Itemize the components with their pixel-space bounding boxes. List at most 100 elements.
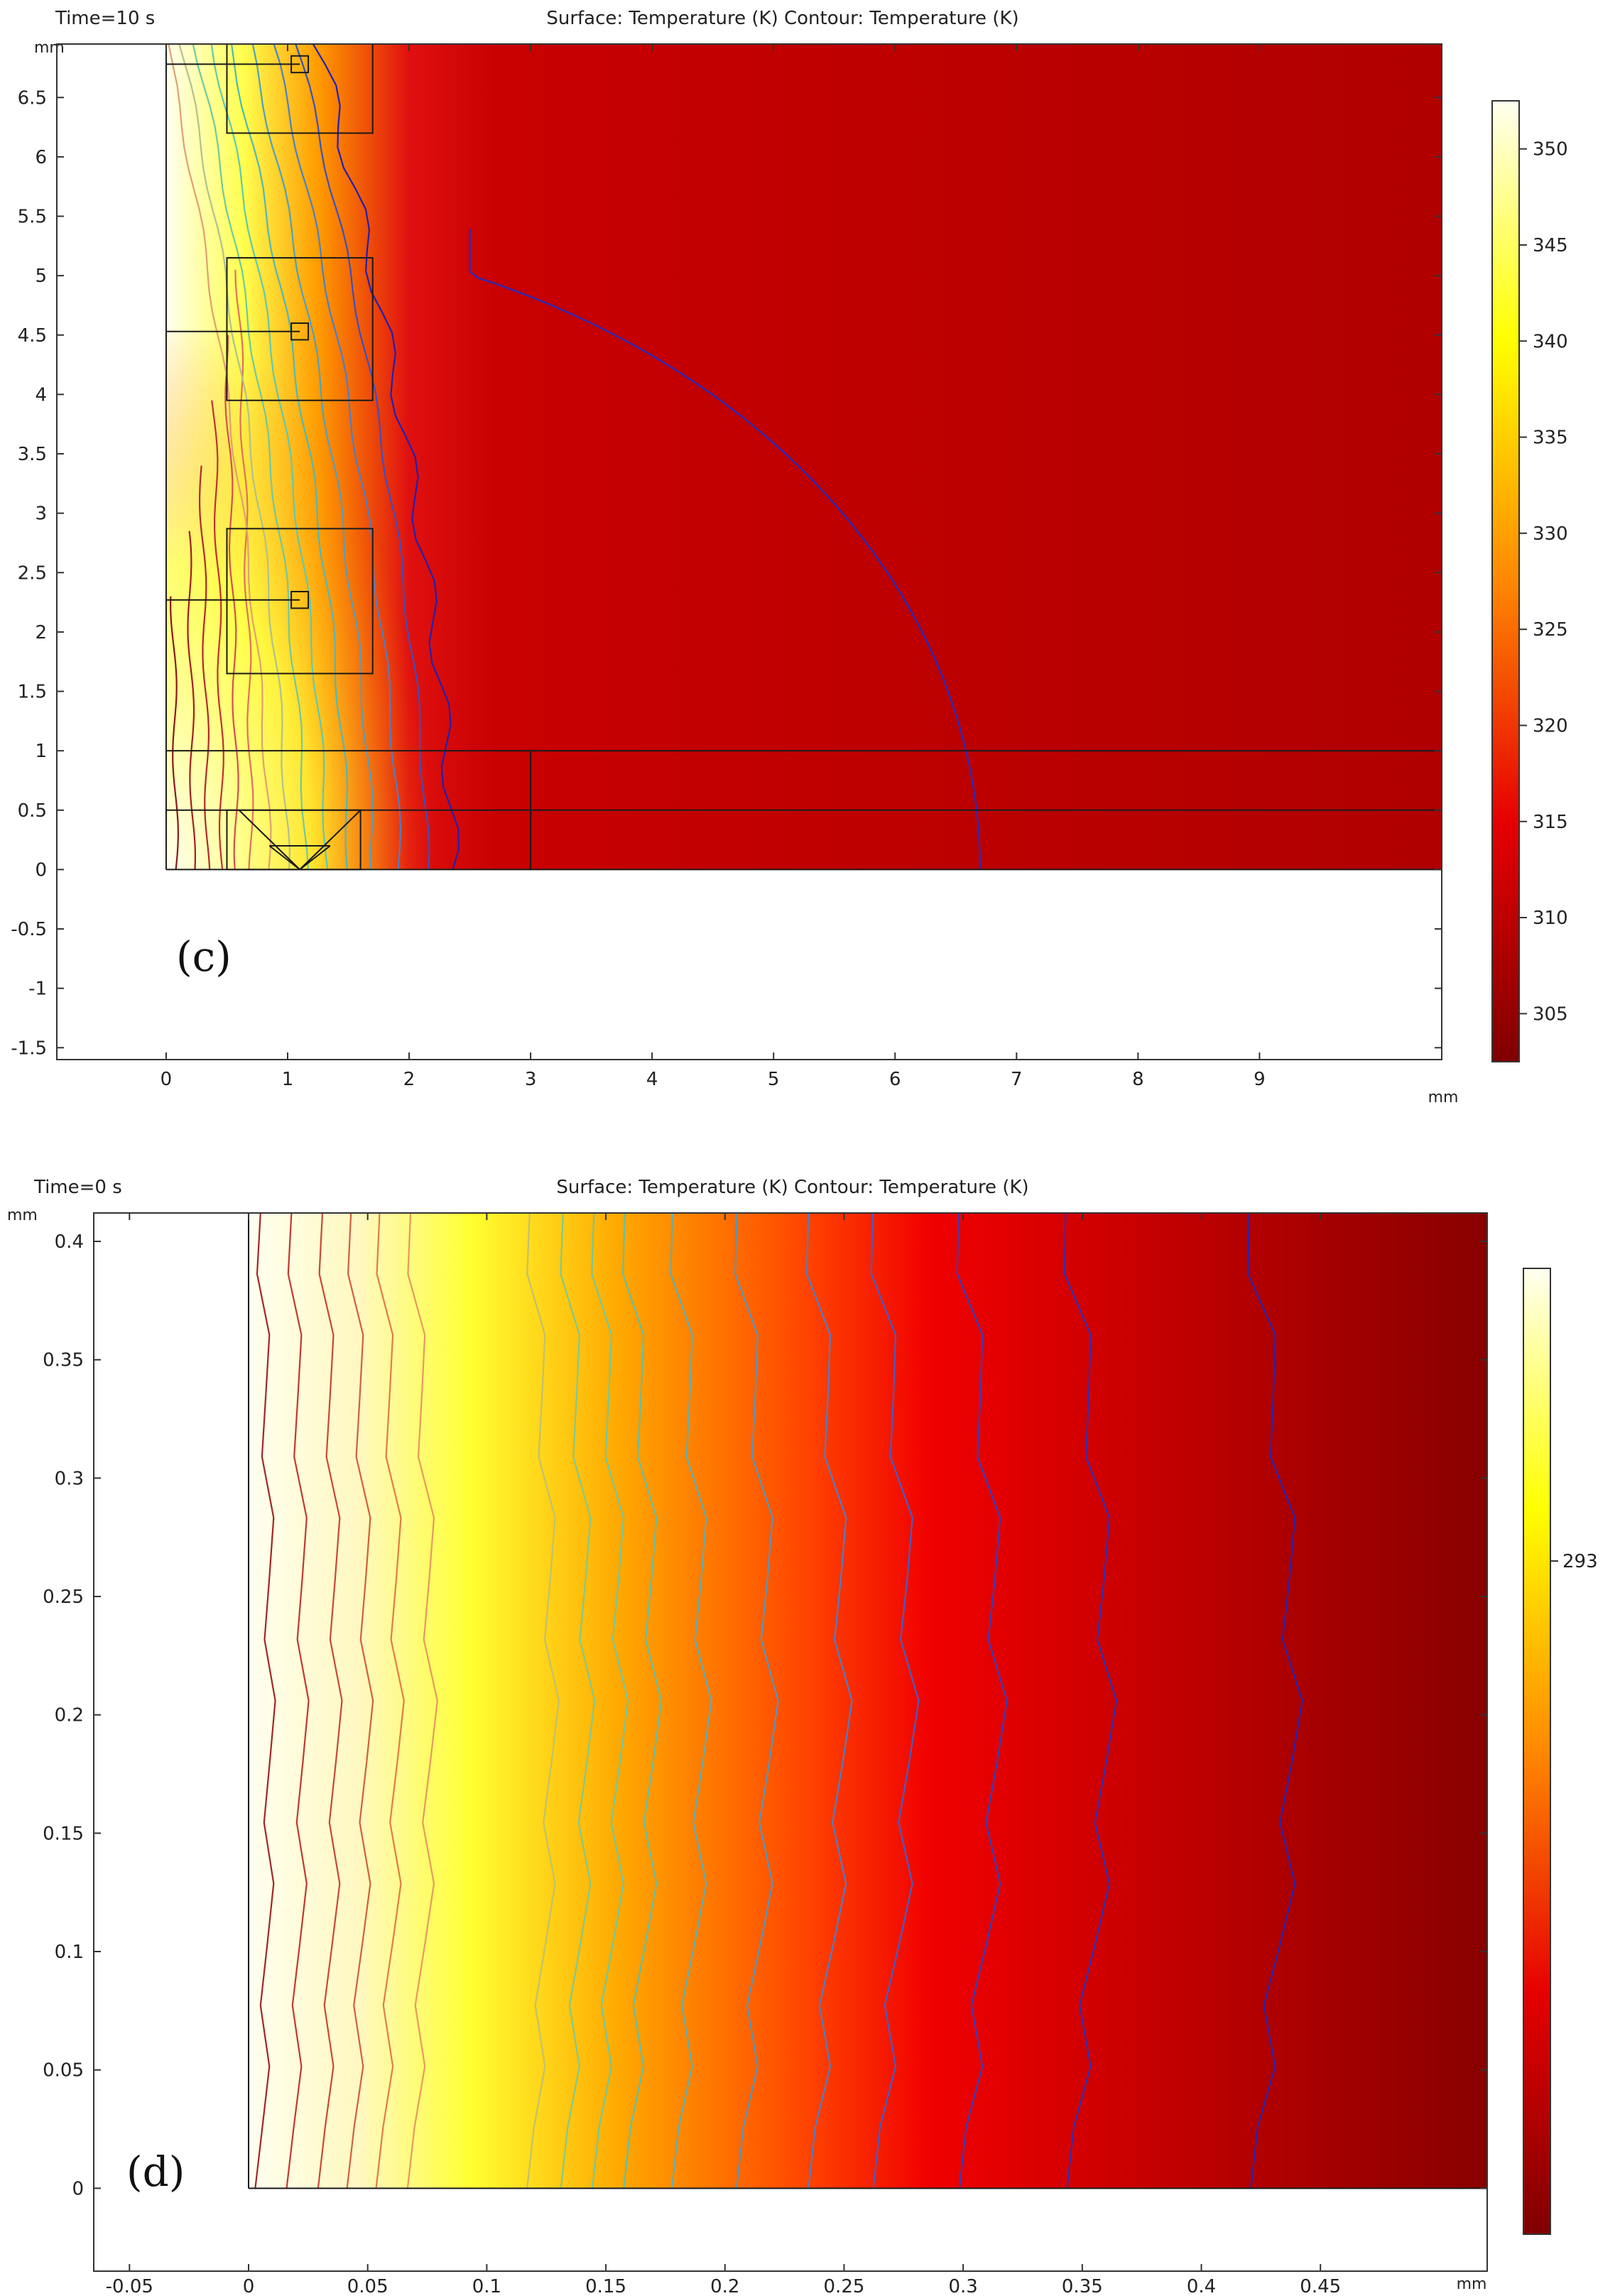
panel-c-y-tick-label: -1.5 (11, 1038, 47, 1059)
panel-c-y-tick-label: 4 (35, 384, 47, 406)
panel-d-y-tick-label: 0.2 (55, 1705, 84, 1726)
panel-d-x-tick-label: 0.05 (347, 2276, 388, 2296)
panel-c-colorbar-gradient (1491, 100, 1520, 1062)
panel-d-y-unit: mm (7, 1207, 38, 1224)
panel-c-time-label: Time=10 s (55, 8, 155, 29)
panel-d-isotherm (670, 1213, 712, 2189)
panel-c-x-tick-label: 0 (161, 1069, 173, 1090)
panel-d-colorbar-tick-label: 293 (1562, 1551, 1598, 1572)
panel-d-y-tick-label: 0.35 (43, 1350, 84, 1371)
panel-d-x-tick-label: 0.2 (710, 2276, 739, 2296)
panel-c-isotherm (187, 531, 196, 870)
panel-d-y-axis: 0 0.05 0.1 0.15 0.2 0.25 0.3 0.35 0.4 (43, 1231, 1487, 2199)
panel-c-isotherm (192, 44, 310, 870)
panel-d-geometry (248, 1213, 1487, 2189)
panel-c-y-tick-label: 1 (35, 741, 47, 762)
panel-c-y-unit: mm (34, 39, 65, 57)
panel-c-source-mesh-line (238, 810, 300, 871)
panel-d-temperature-surface (249, 1213, 1487, 2189)
panel-d-colorbar-gradient (1523, 1268, 1551, 2235)
panel-c-y-axis: -1.5 -1 -0.5 0 0.5 1 1.5 2 2.5 3 3.5 4 4.5 5 5.5 6 6.5 (11, 87, 1442, 1059)
panel-c-y-tick-label: 0 (35, 859, 47, 881)
panel-c-source-mesh-line (299, 810, 361, 871)
panel-d-x-tick-label: -0.05 (106, 2276, 153, 2296)
panel-c-hot-region (165, 323, 434, 870)
panel-c-isotherm (168, 44, 272, 870)
panel-c-y-tick-label: 1.5 (18, 682, 47, 703)
panel-d-isotherm (526, 1213, 560, 2189)
panel-d-x-tick-label: 0.1 (472, 2276, 501, 2296)
panel-c-geometry (165, 44, 1442, 871)
panel-d-time-label: Time=0 s (33, 1177, 122, 1198)
panel-c-cell-box (226, 257, 374, 401)
panel-c-colorbar-tick-label: 345 (1533, 235, 1568, 256)
panel-d-isotherm (870, 1213, 920, 2189)
panel-c-isotherm (312, 44, 460, 870)
panel-d-y-tick-label: 0.3 (55, 1468, 84, 1489)
panel-d-title: Surface: Temperature (K) Contour: Temper… (556, 1177, 1028, 1198)
panel-c-isotherm (295, 44, 430, 870)
panel-d-isotherm (1063, 1213, 1118, 2189)
panel-d: Time=0 s Surface: Temperature (K) Contou… (7, 1177, 1598, 2296)
panel-c-isotherm (210, 44, 329, 870)
panel-c-x-tick-label: 5 (768, 1069, 780, 1090)
panel-c-isotherm (211, 400, 224, 870)
panel-c-x-tick-label: 8 (1132, 1069, 1144, 1090)
panel-c-probe-marker (290, 591, 310, 609)
panel-d-isotherm (1247, 1213, 1303, 2189)
panel-c-y-tick-label: 5.5 (18, 207, 47, 228)
panel-d-x-tick-label: 0.15 (585, 2276, 626, 2296)
panel-c-colorbar: 305 310 315 320 325 330 335 340 345 350 (1491, 100, 1568, 1062)
panel-c-isotherm (224, 334, 239, 870)
panel-c-y-tick-label: 6 (35, 147, 47, 168)
panel-c-contours (168, 44, 982, 870)
panel-c-isotherm (273, 44, 402, 870)
panel-d-isotherm (406, 1213, 438, 2189)
panel-d-isotherm (317, 1213, 343, 2189)
panel-c-colorbar-tick-label: 330 (1533, 523, 1568, 545)
panel-c-colorbar-tick-label: 325 (1533, 619, 1568, 641)
panel-d-isotherm (560, 1213, 596, 2189)
panel-d-x-tick-label: 0.3 (948, 2276, 977, 2296)
panel-d-isotherm (956, 1213, 1008, 2189)
panel-c-x-axis: 0 1 2 3 4 5 6 7 8 9 (161, 44, 1266, 1090)
panel-c-y-tick-label: -0.5 (11, 919, 47, 940)
panel-d-x-tick-label: 0.25 (824, 2276, 865, 2296)
panel-c-title: Surface: Temperature (K) Contour: Temper… (546, 8, 1018, 29)
panel-c-colorbar-tick-label: 340 (1533, 331, 1568, 352)
panel-c-y-tick-label: 2 (35, 622, 47, 643)
panel-d-isotherm (621, 1213, 663, 2189)
panel-c-colorbar-tick-label: 315 (1533, 812, 1568, 833)
panel-c-isotherm (169, 596, 180, 870)
panel-c-y-tick-label: 5 (35, 266, 47, 287)
panel-d-y-tick-label: 0.4 (55, 1231, 84, 1253)
panel-c-cell-box (226, 44, 374, 134)
panel-c-y-tick-label: 6.5 (18, 87, 47, 109)
panel-d-x-unit: mm (1457, 2275, 1487, 2293)
panel-d-isotherm (254, 1213, 276, 2189)
panel-d-y-tick-label: 0.25 (43, 1587, 84, 1608)
panel-c-x-tick-label: 7 (1011, 1069, 1023, 1090)
panel-d-x-tick-label: 0.45 (1300, 2276, 1341, 2296)
panel-d-plot-frame (93, 1212, 1488, 2272)
panel-d-x-tick-label: 0 (243, 2276, 255, 2296)
panel-c-colorbar-tick-label: 320 (1533, 715, 1568, 736)
panel-c-isotherm (178, 44, 291, 870)
panel-d-x-tick-label: 0.35 (1062, 2276, 1103, 2296)
panel-d-isotherm (805, 1213, 853, 2189)
panel-c-colorbar-tick-label: 350 (1533, 139, 1568, 160)
panel-c-x-tick-label: 6 (889, 1069, 901, 1090)
panel-c-y-tick-label: 3 (35, 504, 47, 525)
panel-c-source-box (226, 809, 361, 871)
panel-c-colorbar-tick-label: 335 (1533, 428, 1568, 449)
panel-c-source-mesh-line (299, 845, 331, 871)
panel-c-x-tick-label: 1 (282, 1069, 294, 1090)
panel-c: Time=10 s Surface: Temperature (K) Conto… (11, 8, 1567, 1106)
panel-c-isotherm (234, 269, 254, 870)
panel-c-source-mesh-line (268, 845, 300, 871)
panel-c-colorbar-tick-label: 310 (1533, 908, 1568, 929)
panel-d-isotherm (286, 1213, 310, 2189)
panel-c-x-tick-label: 2 (403, 1069, 415, 1090)
panel-c-y-tick-label: 2.5 (18, 562, 47, 584)
